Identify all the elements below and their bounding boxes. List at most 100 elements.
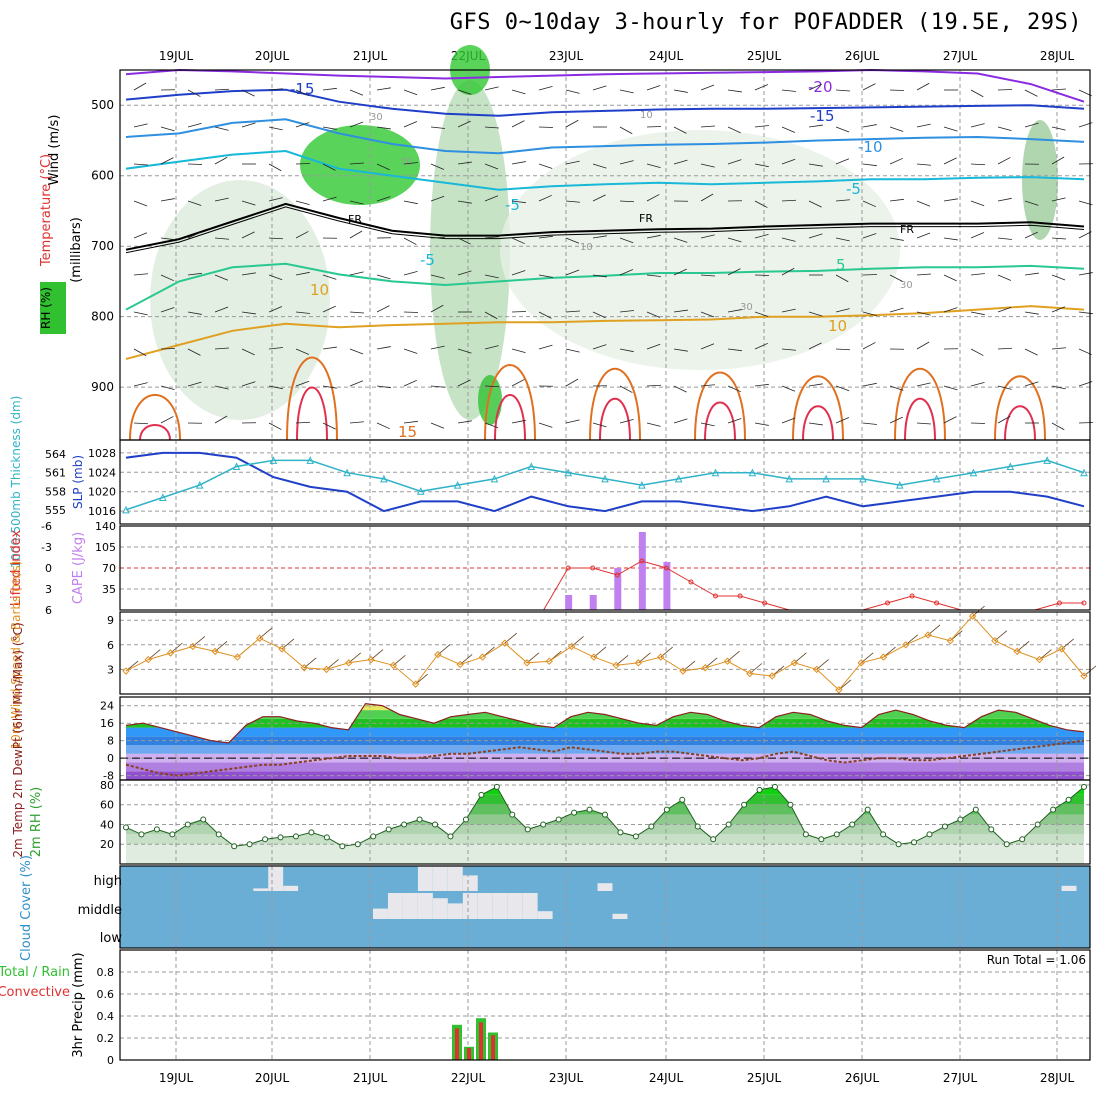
hot-isotherm-loop-2 xyxy=(494,394,526,441)
rh-band-1 xyxy=(126,834,1084,845)
wind-barb xyxy=(187,200,202,206)
wind-barb xyxy=(349,421,364,424)
cape-bar-22 xyxy=(663,562,671,610)
wind-barb xyxy=(700,84,715,91)
rh-point xyxy=(323,834,330,841)
wind-barb xyxy=(268,163,282,172)
wind-barb xyxy=(754,233,769,239)
wind-barb xyxy=(997,157,1011,165)
wind-barb xyxy=(781,126,796,133)
temp-axis-label-2m: 2m Temp 2m DewPt (6hr Min/Max) (°C) xyxy=(11,622,25,857)
wind-barb xyxy=(997,347,1013,350)
wind-barb xyxy=(457,161,472,165)
wind-barb xyxy=(1051,306,1066,313)
wind-barb xyxy=(916,232,931,239)
wind-barb xyxy=(160,198,175,202)
thickness-point xyxy=(895,480,904,489)
rh-label-1: 70 xyxy=(400,157,413,168)
thickness-point xyxy=(453,480,462,489)
wind-barb xyxy=(835,237,850,242)
rh-point xyxy=(447,833,454,840)
li-point xyxy=(909,593,915,599)
cape-bar-21 xyxy=(638,532,646,610)
dewpoint-line xyxy=(125,739,1085,777)
date-label-bottom-6: 25JUL xyxy=(747,1071,782,1085)
cloud-level-low: low xyxy=(100,931,123,946)
wind-barb xyxy=(862,83,876,91)
temp-line xyxy=(125,702,1085,744)
wind-barb xyxy=(1078,231,1092,239)
thickness-tick-3: 564 xyxy=(45,448,66,461)
wind-barb xyxy=(781,237,796,242)
wind-speed-point xyxy=(812,665,821,674)
wind-barb xyxy=(511,419,526,424)
rh-point xyxy=(617,829,624,836)
wind-speed-point xyxy=(144,655,152,664)
temp-band-3 xyxy=(126,745,1084,754)
thickness-point xyxy=(969,468,978,477)
wind-speed-point xyxy=(746,669,754,678)
wind-barb xyxy=(754,422,769,426)
rh-label-2: 10 xyxy=(640,110,653,121)
wind-barb xyxy=(565,119,579,128)
rh-point xyxy=(818,836,825,843)
wind-barb xyxy=(673,89,688,93)
li-point xyxy=(737,593,743,599)
wind-barb xyxy=(781,348,796,351)
wind-barb xyxy=(349,162,364,165)
wind-barb xyxy=(646,274,661,277)
wind-barb xyxy=(322,163,336,171)
wind-speed-point xyxy=(1013,647,1021,656)
wind-barb xyxy=(268,237,284,240)
cloud-high-22 xyxy=(447,865,463,891)
date-label-bottom-9: 28JUL xyxy=(1040,1071,1075,1085)
date-label-bottom-1: 20JUL xyxy=(255,1071,290,1085)
wind-barb xyxy=(484,195,499,202)
wind-barb xyxy=(457,237,471,245)
hot-isotherm-loop-5 xyxy=(802,405,834,441)
wind-barb xyxy=(1024,272,1039,276)
wind-barb xyxy=(241,122,256,128)
wind-barb xyxy=(862,342,876,350)
rh-point xyxy=(741,801,748,808)
wind-barb xyxy=(943,274,957,282)
wind-barb xyxy=(430,163,445,170)
wind-barb xyxy=(835,385,850,392)
wind-barb xyxy=(133,163,148,166)
rh-point xyxy=(1081,783,1087,790)
wind-barb xyxy=(187,89,201,97)
rh-point xyxy=(262,836,269,843)
wind-barb xyxy=(943,198,958,202)
wind-barb xyxy=(430,274,445,279)
wind-barb xyxy=(268,385,283,390)
rh-band-3 xyxy=(126,814,1084,825)
wind-barb xyxy=(160,237,175,241)
cloud-high-11 xyxy=(283,885,299,891)
wind-speed-point xyxy=(501,639,509,647)
precip-tick-1: 0.2 xyxy=(97,1032,115,1045)
isotherm-1 xyxy=(125,88,1085,117)
li-point xyxy=(663,565,669,571)
wind-speed-point xyxy=(835,686,843,694)
wind-speed-point xyxy=(166,649,175,657)
wind-barb xyxy=(268,306,283,313)
wind-barb xyxy=(160,385,175,391)
wind-barb xyxy=(133,232,148,239)
wind-barb xyxy=(646,384,662,387)
cape-bar-20 xyxy=(614,568,622,610)
thickness-point xyxy=(122,505,130,514)
rh-band-2 xyxy=(126,824,1084,835)
rh-band-5 xyxy=(126,794,1084,805)
wind-barb xyxy=(430,126,445,129)
wind-barb xyxy=(889,385,904,391)
cloud-middle-24 xyxy=(477,893,493,919)
rh-point xyxy=(184,821,191,828)
cloud-middle-26 xyxy=(507,893,523,919)
wind-barb xyxy=(646,163,661,169)
wind-barb xyxy=(511,161,526,165)
li-tick-3: 3 xyxy=(45,583,52,596)
temp-tick-3: 16 xyxy=(100,717,114,730)
warm-isotherm-loop-0 xyxy=(129,394,181,441)
wind-barb xyxy=(862,233,877,239)
wind-speed-point xyxy=(233,653,242,661)
